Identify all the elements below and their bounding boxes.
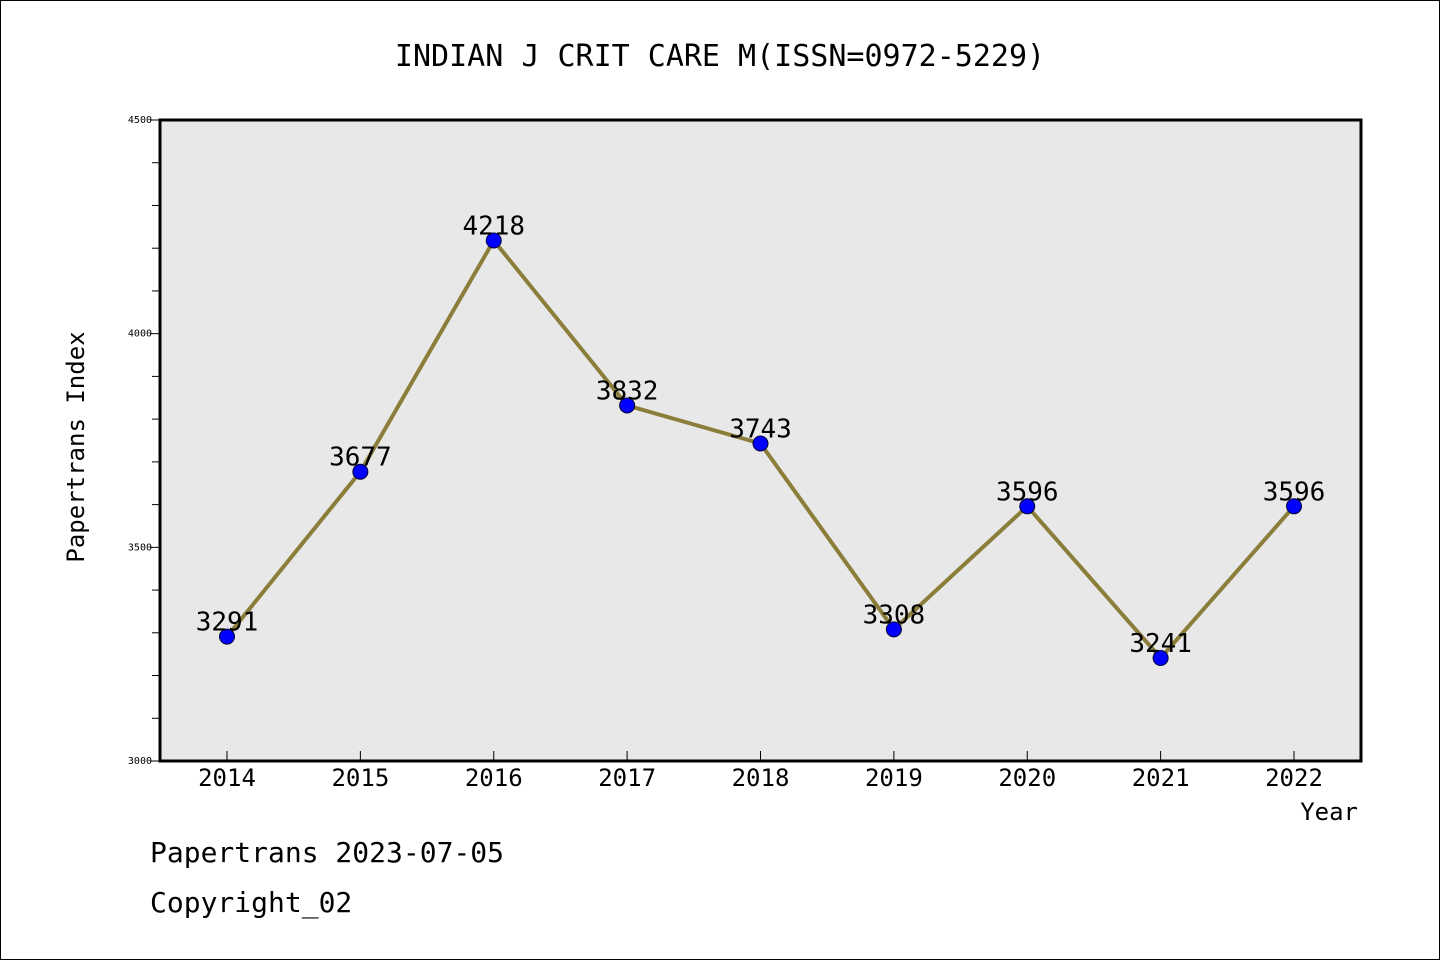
data-point — [352, 463, 369, 480]
x-axis: 2014 2015 2016 2017 2018 2019 2020 2021 2022 — [198, 751, 1323, 792]
data-point — [485, 232, 502, 249]
x-tick-label: 2022 — [1265, 764, 1323, 792]
data-point — [885, 621, 902, 638]
copyright-text: Copyright_02 — [150, 886, 353, 919]
x-axis-label: Year — [1300, 798, 1358, 826]
data-point — [1019, 498, 1036, 515]
x-tick-label: 2016 — [465, 764, 523, 792]
x-tick-label: 2021 — [1132, 764, 1190, 792]
data-label: 3743 — [729, 414, 792, 444]
data-label: 3308 — [863, 600, 926, 630]
x-tick-label: 2017 — [598, 764, 656, 792]
y-tick-label: 3000 — [128, 756, 152, 767]
y-axis-label: Papertrans Index — [62, 331, 90, 562]
data-label: 3596 — [1263, 477, 1326, 507]
data-label: 3677 — [329, 443, 392, 473]
data-label: 3596 — [996, 477, 1059, 507]
data-point — [1152, 650, 1169, 667]
x-tick-label: 2020 — [998, 764, 1056, 792]
source-date-text: Papertrans 2023-07-05 — [150, 836, 505, 869]
x-tick-label: 2019 — [865, 764, 923, 792]
x-tick-label: 2014 — [198, 764, 256, 792]
data-label: 3832 — [596, 376, 659, 406]
data-point — [219, 628, 235, 645]
data-series: 3291 3677 4218 3832 3743 3308 3596 3241 3596 — [196, 212, 1326, 667]
data-point — [1286, 498, 1302, 515]
data-label: 3241 — [1129, 629, 1192, 659]
data-label: 4218 — [462, 212, 525, 242]
x-tick-label: 2018 — [732, 764, 790, 792]
data-label: 3291 — [196, 608, 259, 638]
y-tick-label: 4500 — [128, 115, 152, 126]
chart-title: INDIAN J CRIT CARE M(ISSN=0972-5229) — [395, 39, 1045, 74]
data-point — [752, 435, 769, 452]
data-point — [619, 397, 636, 414]
y-tick-label: 4000 — [128, 329, 152, 340]
y-tick-label: 3500 — [128, 542, 152, 553]
y-axis: 3000 3500 4000 4500 — [128, 115, 160, 767]
x-tick-label: 2015 — [331, 764, 389, 792]
